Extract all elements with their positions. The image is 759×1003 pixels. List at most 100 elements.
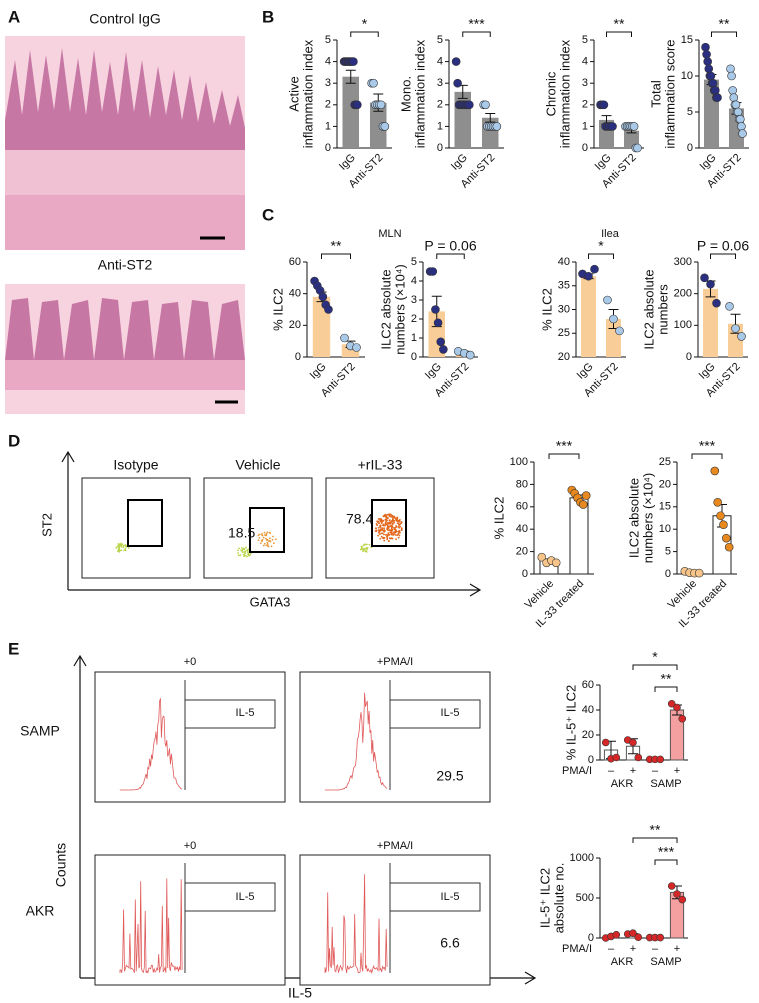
- y-tick-label: 0: [686, 351, 692, 363]
- event-dot: [265, 539, 268, 542]
- y-tick-label: 1: [582, 120, 588, 132]
- data-point: [634, 753, 643, 762]
- data-point: [599, 100, 609, 110]
- y-tick-label: 0: [665, 568, 671, 580]
- event-dot: [266, 531, 269, 534]
- y-axis-label: inflammation index: [300, 39, 315, 148]
- y-tick-label: 5: [437, 34, 443, 46]
- panel-label: A: [8, 7, 20, 26]
- y-tick-label: 4: [325, 56, 331, 68]
- event-dot: [388, 522, 390, 525]
- x-tick-label: –: [608, 943, 615, 955]
- event-dot: [379, 528, 382, 531]
- x-tick-label: IgG: [337, 152, 358, 173]
- event-dot: [363, 543, 366, 546]
- data-point: [694, 568, 704, 578]
- flow-plot: [325, 477, 435, 579]
- data-point: [453, 78, 462, 88]
- event-dot: [261, 538, 264, 541]
- histogram-axes: [73, 654, 537, 985]
- event-dot: [376, 520, 379, 523]
- y-tick-label: 20: [659, 478, 671, 490]
- significance-bracket: [588, 253, 614, 259]
- data-point: [713, 93, 722, 102]
- y-tick-label: 3: [325, 77, 331, 89]
- data-point: [727, 71, 736, 81]
- data-point: [737, 122, 746, 131]
- y-tick-label: 60: [289, 256, 301, 268]
- data-point: [633, 143, 642, 153]
- y-axis-label: % ILC2: [270, 288, 285, 331]
- y-axis-label: numbers: [655, 284, 670, 335]
- significance-label: ***: [468, 16, 485, 32]
- event-dot: [394, 534, 397, 536]
- event-dot: [392, 531, 395, 534]
- gate: [127, 499, 163, 547]
- event-dot: [383, 527, 386, 530]
- y-tick-label: 1: [437, 120, 443, 132]
- y-tick-label: 5: [687, 106, 693, 118]
- event-dot: [400, 521, 403, 523]
- event-dot: [384, 513, 387, 516]
- gate-box: [389, 882, 481, 912]
- y-tick-label: 10: [659, 523, 671, 535]
- data-point: [634, 933, 643, 942]
- bar: [454, 91, 471, 148]
- event-dot: [361, 548, 364, 550]
- group-label: AKR: [611, 956, 634, 968]
- event-dot: [380, 522, 383, 525]
- significance-bracket: [548, 453, 580, 459]
- y-tick-label: 3: [582, 77, 588, 89]
- data-point: [603, 295, 612, 305]
- panel-label: D: [8, 431, 20, 450]
- gate-label: IL-5: [236, 707, 255, 719]
- event-dot: [243, 554, 246, 557]
- x-tick-label: IgG: [423, 361, 444, 382]
- event-dot: [388, 534, 391, 536]
- panel-label: B: [262, 7, 274, 26]
- event-dot: [389, 531, 392, 534]
- event-dot: [237, 549, 239, 552]
- x-tick-label: +: [630, 943, 636, 955]
- y-tick-label: 100: [674, 319, 692, 331]
- data-point: [678, 714, 687, 723]
- y-tick-label: 500: [576, 892, 594, 904]
- event-dot: [393, 519, 396, 522]
- significance-label: ***: [658, 844, 675, 860]
- histogram-box: [94, 854, 286, 986]
- y-axis-label: Total: [648, 80, 663, 108]
- event-dot: [385, 533, 387, 536]
- gate-box: [184, 882, 276, 912]
- event-dot: [384, 523, 387, 525]
- event-dot: [381, 527, 383, 529]
- event-dot: [391, 530, 393, 532]
- data-point: [340, 333, 349, 343]
- event-dot: [361, 550, 364, 553]
- data-point: [629, 929, 637, 938]
- significance-bracket: [350, 31, 379, 37]
- event-dot: [374, 530, 377, 533]
- data-point: [738, 129, 747, 138]
- event-dot: [257, 534, 260, 537]
- y-tick-label: 2: [325, 99, 331, 111]
- data-point: [608, 122, 617, 131]
- data-point: [706, 71, 716, 81]
- x-tick-label: IgG: [593, 152, 614, 173]
- significance-bracket: [632, 837, 678, 843]
- histogram: [325, 692, 388, 791]
- data-point: [324, 305, 333, 314]
- event-dot: [396, 516, 399, 519]
- data-point: [612, 930, 621, 939]
- significance-bracket: [691, 453, 723, 459]
- significance-label: P = 0.06: [697, 238, 750, 254]
- event-dot: [389, 525, 391, 528]
- event-dot: [120, 544, 122, 547]
- data-point: [376, 100, 386, 110]
- event-dot: [127, 547, 130, 549]
- event-dot: [395, 538, 397, 541]
- significance-label: **: [650, 822, 661, 838]
- event-dot: [241, 548, 244, 551]
- data-point: [318, 292, 328, 302]
- event-dot: [262, 544, 265, 547]
- significance-bracket: [654, 859, 678, 865]
